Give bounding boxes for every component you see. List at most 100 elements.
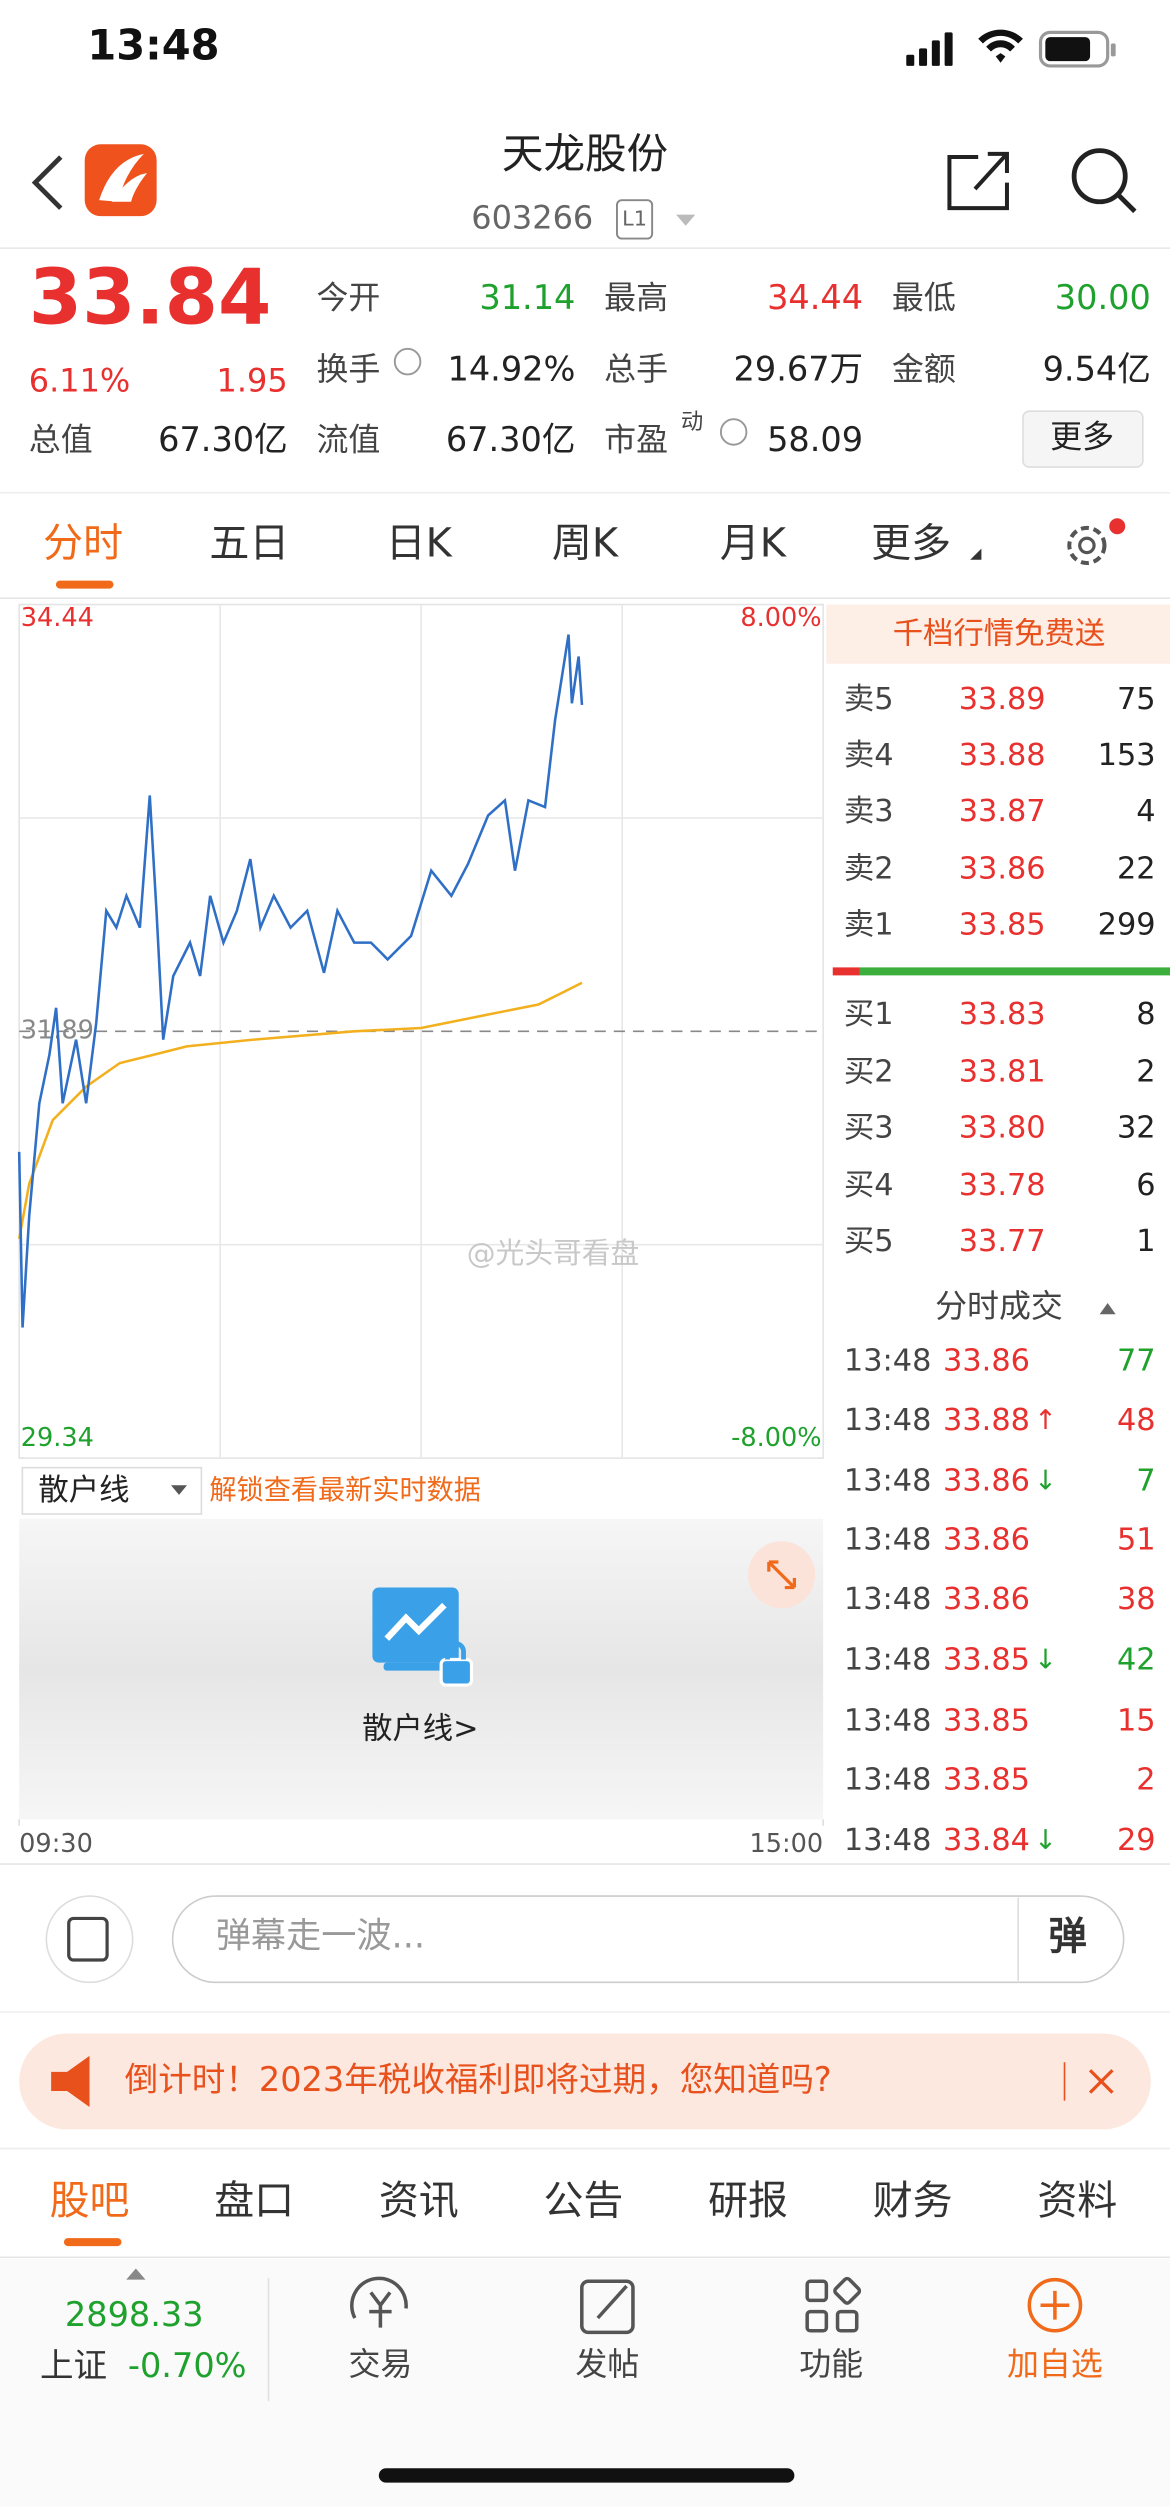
nav-label[interactable]: 发帖 bbox=[575, 2345, 639, 2383]
bottom-tab[interactable]: 资讯 bbox=[379, 2178, 459, 2224]
bottom-tab[interactable]: 股吧 bbox=[50, 2178, 130, 2224]
book-price: 33.78 bbox=[959, 1168, 1046, 1203]
function-icon[interactable] bbox=[805, 2276, 862, 2333]
more-label[interactable]: 更多 bbox=[1050, 417, 1114, 455]
book-price: 33.86 bbox=[959, 851, 1046, 886]
price-line bbox=[17, 981, 583, 1240]
more-button[interactable] bbox=[1022, 410, 1144, 468]
book-label: 卖4 bbox=[844, 738, 894, 773]
comment-input[interactable] bbox=[171, 1895, 1125, 1984]
logo-mark bbox=[99, 153, 148, 202]
index-change: -0.70% bbox=[128, 2346, 247, 2385]
book-price: 33.83 bbox=[959, 997, 1046, 1032]
field-label: 换手 bbox=[316, 350, 380, 388]
bottom-tab[interactable]: 研报 bbox=[708, 2178, 788, 2224]
book-volume: 6 bbox=[1136, 1168, 1155, 1203]
retail-dropdown[interactable] bbox=[21, 1466, 203, 1515]
tab[interactable]: 分时 bbox=[43, 520, 123, 566]
book-volume: 32 bbox=[1117, 1110, 1156, 1145]
book-volume: 1 bbox=[1136, 1224, 1155, 1259]
book-price: 33.81 bbox=[959, 1054, 1046, 1089]
retail-cta[interactable]: 散户线> bbox=[362, 1711, 479, 1746]
trade-arrow: ↓ bbox=[1034, 1466, 1057, 1497]
info-icon[interactable] bbox=[719, 418, 748, 446]
y-tick-label: 29.34 bbox=[21, 1423, 94, 1453]
clock: 13:48 bbox=[87, 20, 219, 69]
unlock-notice[interactable]: 解锁查看最新实时数据 bbox=[209, 1475, 481, 1506]
danmaku-button[interactable]: 弹 bbox=[1049, 1915, 1087, 1960]
trade-volume: 42 bbox=[1117, 1643, 1156, 1678]
collapse-arrow[interactable] bbox=[1099, 1303, 1116, 1315]
index-value: 2898.33 bbox=[65, 2295, 204, 2334]
field-value: 67.30亿 bbox=[446, 420, 576, 459]
trade-price: 33.86 bbox=[943, 1464, 1030, 1499]
retail-dropdown-label: 散户线 bbox=[38, 1473, 129, 1508]
x-tick-label: 09:30 bbox=[19, 1829, 93, 1859]
back-button[interactable] bbox=[31, 155, 63, 210]
trade-volume: 48 bbox=[1117, 1403, 1156, 1438]
field-label: 金额 bbox=[892, 350, 956, 388]
post-icon[interactable] bbox=[580, 2279, 635, 2335]
book-volume: 2 bbox=[1136, 1054, 1155, 1089]
book-volume: 299 bbox=[1098, 907, 1156, 942]
bottom-tab[interactable]: 公告 bbox=[543, 2178, 623, 2224]
nav-label[interactable]: 加自选 bbox=[1007, 2345, 1103, 2383]
trade-time: 13:48 bbox=[844, 1582, 932, 1617]
field-label: 最高 bbox=[604, 278, 668, 316]
trade-price: 33.88 bbox=[943, 1403, 1030, 1438]
comment-placeholder: 弹幕走一波... bbox=[216, 1916, 425, 1957]
promo-header[interactable] bbox=[826, 604, 1170, 664]
index-arrow bbox=[126, 2268, 146, 2280]
close-button[interactable] bbox=[1088, 2069, 1114, 2094]
dropdown-arrow bbox=[171, 1485, 188, 1495]
book-label: 卖5 bbox=[844, 682, 894, 717]
info-icon[interactable] bbox=[393, 347, 422, 376]
field-label: 今开 bbox=[316, 278, 380, 316]
settings-button[interactable] bbox=[1067, 518, 1126, 566]
book-volume: 4 bbox=[1136, 794, 1155, 829]
tab-indicator bbox=[55, 580, 114, 589]
field-value: 31.14 bbox=[479, 278, 575, 317]
trade-time: 13:48 bbox=[844, 1643, 932, 1678]
comment-settings[interactable] bbox=[45, 1895, 134, 1984]
book-volume: 153 bbox=[1098, 738, 1156, 773]
bottom-tab[interactable]: 财务 bbox=[873, 2178, 953, 2224]
tab[interactable]: 周K bbox=[552, 520, 620, 566]
field-label: 最低 bbox=[892, 278, 956, 316]
trade-time: 13:48 bbox=[844, 1344, 932, 1379]
tab[interactable]: 五日 bbox=[209, 520, 289, 566]
nav-label[interactable]: 功能 bbox=[799, 2345, 863, 2383]
bottom-nav bbox=[0, 2258, 1170, 2507]
bottom-tab[interactable]: 盘口 bbox=[214, 2178, 294, 2224]
bottom-tab[interactable]: 资料 bbox=[1037, 2178, 1117, 2224]
y2-tick-label: -8.00% bbox=[731, 1423, 821, 1453]
search-button[interactable] bbox=[1071, 148, 1137, 214]
trade-time: 13:48 bbox=[844, 1703, 932, 1738]
tab[interactable]: 日K bbox=[386, 520, 454, 566]
book-volume: 22 bbox=[1117, 851, 1156, 886]
add-watchlist-icon[interactable] bbox=[1027, 2277, 1083, 2333]
trade-price: 33.85 bbox=[943, 1762, 1030, 1797]
book-price: 33.85 bbox=[959, 907, 1046, 942]
trade-volume: 29 bbox=[1117, 1823, 1156, 1858]
level-label: L1 bbox=[622, 206, 647, 230]
tab[interactable]: 月K bbox=[720, 520, 788, 566]
share-button[interactable] bbox=[947, 151, 1009, 211]
notice-banner[interactable] bbox=[19, 2033, 1151, 2130]
trade-time: 13:48 bbox=[844, 1403, 932, 1438]
promo-text[interactable]: 千档行情免费送 bbox=[893, 616, 1106, 651]
trade-icon[interactable] bbox=[350, 2276, 408, 2328]
y-tick-label: 34.44 bbox=[21, 603, 94, 633]
lock-icon[interactable] bbox=[372, 1587, 474, 1687]
trade-price: 33.86 bbox=[943, 1582, 1030, 1617]
dropdown-arrow[interactable] bbox=[676, 214, 696, 226]
watermark: @光头哥看盘 bbox=[467, 1236, 640, 1270]
tab[interactable]: 更多 bbox=[871, 520, 951, 566]
nav-label[interactable]: 交易 bbox=[348, 2345, 412, 2383]
field-value: 58.09 bbox=[767, 420, 863, 459]
expand-icon bbox=[767, 1560, 796, 1590]
book-price: 33.80 bbox=[959, 1110, 1046, 1145]
field-value: 14.92% bbox=[447, 350, 575, 389]
